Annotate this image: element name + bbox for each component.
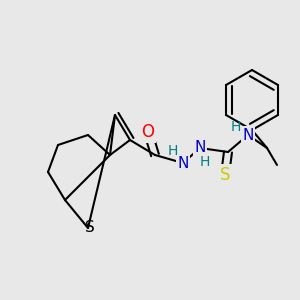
Text: S: S (220, 166, 230, 184)
Text: S: S (85, 220, 95, 236)
Text: N: N (177, 155, 189, 170)
Text: N: N (194, 140, 206, 155)
Text: H: H (200, 155, 210, 169)
Text: H: H (231, 120, 241, 134)
Text: H: H (168, 144, 178, 158)
Text: O: O (142, 123, 154, 141)
Text: N: N (242, 128, 254, 142)
